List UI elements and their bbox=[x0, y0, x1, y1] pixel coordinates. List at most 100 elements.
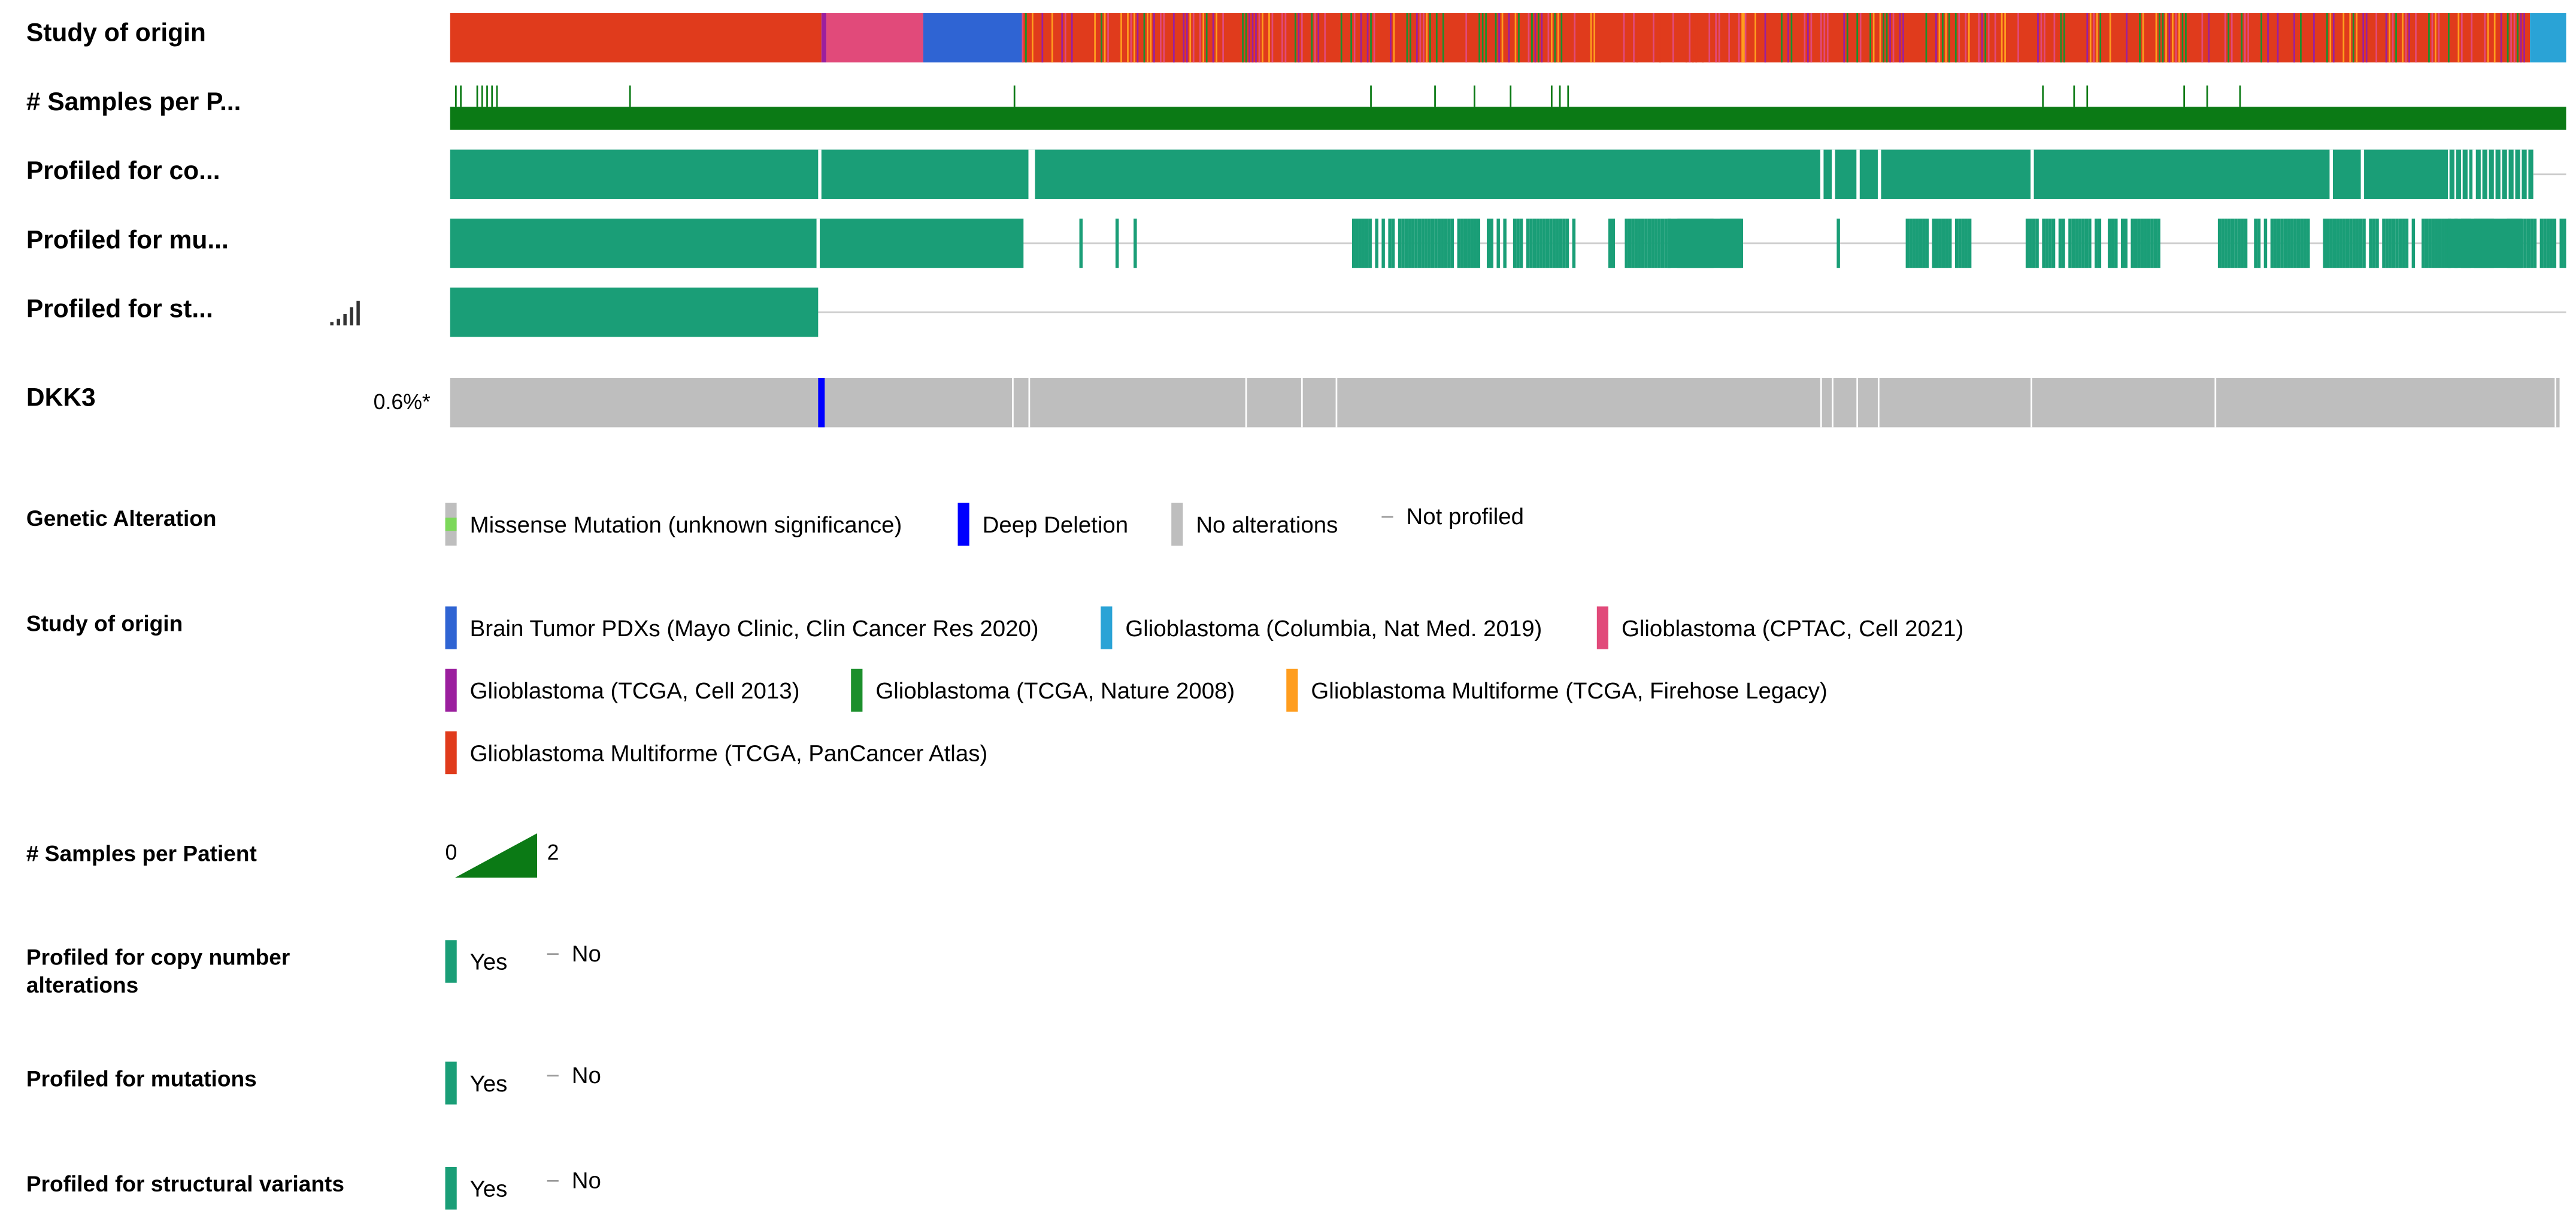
profiled-mut-stripe bbox=[1631, 218, 1635, 268]
profiled-mut-stripe bbox=[2217, 218, 2222, 268]
study-stripe bbox=[1689, 13, 1691, 63]
track-label-samples-per-patient[interactable]: # Samples per P... bbox=[26, 89, 241, 117]
profiled-mut-stripe bbox=[1536, 218, 1539, 268]
study-stripe bbox=[1501, 13, 1504, 63]
study-stripe bbox=[2260, 13, 2262, 63]
profiled-mut-stripe bbox=[1414, 218, 1418, 268]
legend-item-profiled-mut-yes: Yes bbox=[445, 1061, 507, 1105]
study-stripe bbox=[2230, 13, 2233, 63]
study-stripe bbox=[1350, 13, 1353, 63]
profiled-mut-stripe bbox=[2237, 218, 2241, 268]
legend-item-study-pancancer: Glioblastoma Multiforme (TCGA, PanCancer… bbox=[445, 731, 988, 775]
no-alterations-swatch bbox=[1171, 503, 1183, 546]
profiled-mut-stripe bbox=[2084, 218, 2089, 268]
legend-label-study-cptac: Glioblastoma (CPTAC, Cell 2021) bbox=[1621, 615, 1964, 642]
study-stripe bbox=[1938, 13, 1941, 63]
profiled-mut-stripe bbox=[2300, 218, 2304, 268]
profiled-cna-gap bbox=[1856, 149, 1860, 199]
study-stripe bbox=[1659, 13, 1661, 63]
study-stripe bbox=[1429, 13, 1431, 63]
study-stripe bbox=[2435, 13, 2436, 63]
legend-item-deep-deletion: Deep Deletion bbox=[957, 503, 1128, 546]
profiled-mut-stripe bbox=[2274, 218, 2277, 268]
profiled-mut-stripe bbox=[1355, 218, 1359, 268]
study-stripe bbox=[1064, 13, 1066, 63]
profiled-mut-stripe bbox=[2029, 218, 2032, 268]
study-stripe bbox=[1153, 13, 1155, 63]
profiled-mut-stripe bbox=[2121, 218, 2125, 268]
legend-item-study-cptac: Glioblastoma (CPTAC, Cell 2021) bbox=[1596, 606, 1964, 649]
samples-min-label: 0 bbox=[445, 839, 457, 865]
study-stripe bbox=[1843, 13, 1845, 63]
gene-label[interactable]: DKK3 bbox=[26, 385, 96, 413]
study-stripe bbox=[1764, 13, 1766, 63]
study-stripe bbox=[1886, 13, 1888, 63]
sort-bars-icon[interactable] bbox=[329, 299, 362, 327]
profiled-mut-stripe bbox=[2230, 218, 2235, 268]
study-stripe bbox=[1242, 13, 1244, 63]
legend-item-profiled-sv-no: No bbox=[547, 1167, 601, 1193]
profiled-mut-stripe bbox=[1628, 218, 1632, 268]
profiled-mut-stripe bbox=[1608, 218, 1612, 268]
study-stripe bbox=[1823, 13, 1826, 63]
study-stripe bbox=[2342, 13, 2345, 63]
legend-item-missense: Missense Mutation (unknown significance) bbox=[445, 503, 902, 546]
study-stripe bbox=[1541, 13, 1543, 63]
study-stripe bbox=[2159, 13, 2160, 63]
study-stripe bbox=[1248, 13, 1250, 63]
profiled-mut-stripe bbox=[2375, 218, 2379, 268]
profiled-mut-stripe bbox=[2045, 218, 2049, 268]
track-label-profiled-structural-variants[interactable]: Profiled for st... bbox=[26, 295, 213, 324]
profiled-mut-stripe bbox=[2539, 218, 2544, 268]
track-label-profiled-mutations[interactable]: Profiled for mu... bbox=[26, 226, 229, 255]
study-stripe bbox=[2060, 13, 2062, 63]
gene-gap bbox=[1245, 378, 1247, 428]
study-stripe bbox=[1435, 13, 1438, 63]
study-stripe bbox=[1314, 13, 1316, 63]
profiled-mut-tick bbox=[1115, 218, 1119, 268]
study-stripe bbox=[1498, 13, 1500, 63]
profiled-mut-stripe bbox=[1431, 218, 1435, 268]
study-stripe bbox=[1422, 13, 1425, 63]
study-stripe bbox=[1518, 13, 1520, 63]
study-stripe bbox=[1781, 13, 1783, 63]
study-stripe bbox=[1324, 13, 1326, 63]
samples-tick bbox=[629, 85, 631, 107]
legend-label-study-firehose: Glioblastoma Multiforme (TCGA, Firehose … bbox=[1311, 677, 1828, 704]
study-stripe bbox=[2099, 13, 2102, 63]
profiled-cna-gap bbox=[1028, 149, 1032, 199]
study-columbia-swatch bbox=[1101, 606, 1113, 649]
study-stripe bbox=[1672, 13, 1674, 63]
profiled-sv-no-swatch bbox=[547, 1179, 559, 1181]
profiled-mut-stripe bbox=[1447, 218, 1451, 268]
study-stripe bbox=[1508, 13, 1510, 63]
study-stripe bbox=[1935, 13, 1937, 63]
profiled-mut-stripe bbox=[2062, 218, 2065, 268]
study-firehose-swatch bbox=[1286, 669, 1298, 712]
legend-item-study-tcga-cell2013: Glioblastoma (TCGA, Cell 2013) bbox=[445, 669, 799, 712]
profiled-mut-stripe bbox=[1647, 218, 1651, 268]
track-label-profiled-cna[interactable]: Profiled for co... bbox=[26, 158, 220, 186]
study-stripe bbox=[2244, 13, 2246, 63]
study-stripe bbox=[1692, 13, 1694, 63]
study-stripe bbox=[1127, 13, 1129, 63]
legend-label-study-pancancer: Glioblastoma Multiforme (TCGA, PanCancer… bbox=[469, 739, 988, 766]
profiled-mut-stripe bbox=[1932, 218, 1935, 268]
study-stripe bbox=[2228, 13, 2230, 63]
track-label-study-of-origin[interactable]: Study of origin bbox=[26, 19, 206, 48]
study-stripe bbox=[2517, 13, 2519, 63]
study-stripe bbox=[2362, 13, 2365, 63]
legend-label-no-alterations: No alterations bbox=[1196, 511, 1338, 538]
profiled-mut-stripe bbox=[1634, 218, 1638, 268]
study-stripe bbox=[2142, 13, 2144, 63]
profiled-cna-gap bbox=[2329, 149, 2333, 199]
profiled-mut-stripe bbox=[2075, 218, 2078, 268]
profiled-cna-gap bbox=[2467, 149, 2469, 199]
profiled-mut-stripe bbox=[2224, 218, 2228, 268]
study-stripe bbox=[1987, 13, 1990, 63]
study-stripe bbox=[2431, 13, 2433, 63]
study-stripe bbox=[2175, 13, 2177, 63]
legend-title-samples-per-patient: # Samples per Patient bbox=[26, 841, 257, 866]
profiled-mut-stripe bbox=[2290, 218, 2294, 268]
study-stripe bbox=[1258, 13, 1260, 63]
